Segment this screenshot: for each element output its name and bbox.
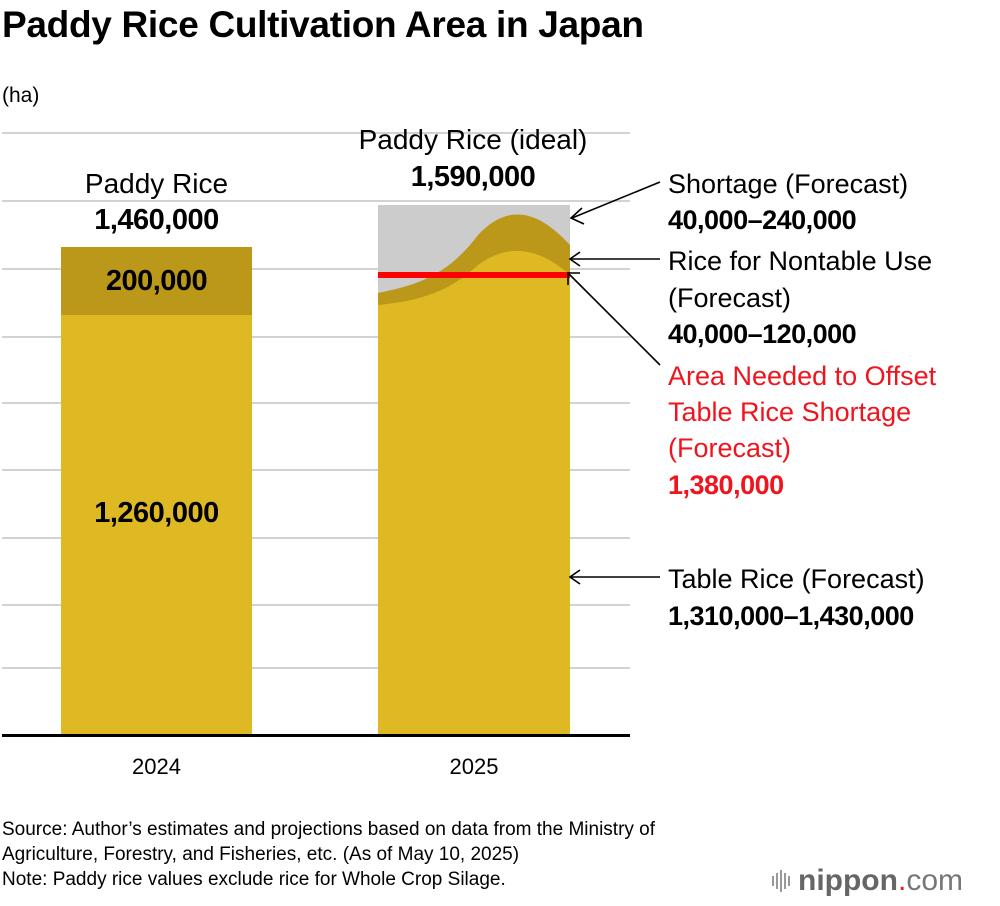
x-tick-2025: 2025	[449, 754, 499, 779]
annotation-arrows	[567, 181, 661, 585]
bar-2025-header-label: Paddy Rice (ideal)	[358, 124, 588, 155]
unit-label: (ha)	[2, 84, 40, 107]
gridline	[2, 200, 630, 202]
gridline	[2, 604, 630, 606]
shortage-arrow-icon	[571, 181, 661, 219]
annotation-offset-value: 1,380,000	[668, 470, 784, 500]
gridline	[2, 469, 630, 471]
gridline	[2, 132, 630, 134]
logo-name: nippon	[798, 864, 898, 897]
annotation-nontable-title: Rice for Nontable Use	[668, 246, 933, 276]
gridline	[2, 402, 630, 404]
source-line-1: Source: Author’s estimates and projectio…	[2, 819, 656, 840]
x-tick-2024: 2024	[132, 754, 181, 779]
bar-2024-nontable-value: 200,000	[105, 265, 208, 297]
sound-bars-icon	[772, 870, 790, 892]
gridline	[2, 537, 630, 539]
annotation-table-value: 1,310,000–1,430,000	[668, 601, 914, 631]
annotation-table-title: Table Rice (Forecast)	[668, 564, 925, 594]
bar-2024-header-label: Paddy Rice	[84, 168, 229, 199]
bar-2025-stack	[378, 205, 570, 735]
bar-2024-header-value: 1,460,000	[94, 204, 219, 236]
offset-reference-line	[378, 272, 570, 278]
x-axis	[2, 734, 630, 737]
gridline	[2, 667, 630, 669]
chart-title: Paddy Rice Cultivation Area in Japan	[2, 4, 644, 45]
annotation-shortage-title: Shortage (Forecast)	[668, 169, 909, 199]
annotation-offset-line3: (Forecast)	[668, 433, 792, 463]
footer: Source: Author’s estimates and projectio…	[2, 817, 655, 892]
offset-arrow-icon	[567, 272, 661, 366]
bar-2024-table-segment	[61, 315, 252, 735]
logo-dot: .	[897, 864, 907, 897]
bar-2024-table-value: 1,260,000	[94, 497, 219, 529]
bar-2025-header-value: 1,590,000	[410, 161, 536, 193]
annotation-nontable-subtitle: (Forecast)	[668, 283, 792, 313]
annotation-nontable-value: 40,000–120,000	[668, 319, 857, 349]
gridline	[2, 336, 630, 338]
table-rice-segment	[378, 250, 570, 735]
note-line: Note: Paddy rice values exclude rice for…	[2, 869, 506, 890]
annotation-shortage-value: 40,000–240,000	[668, 205, 857, 235]
nippon-logo: nippon. com	[772, 864, 963, 898]
source-line-2: Agriculture, Forestry, and Fisheries, et…	[2, 844, 520, 865]
annotation-offset-line2: Table Rice Shortage	[668, 397, 912, 427]
annotation-offset-line1: Area Needed to Offset	[668, 361, 937, 391]
gridline	[2, 268, 630, 270]
logo-suffix: com	[906, 864, 963, 897]
bar-2024-nontable-segment	[61, 247, 252, 315]
